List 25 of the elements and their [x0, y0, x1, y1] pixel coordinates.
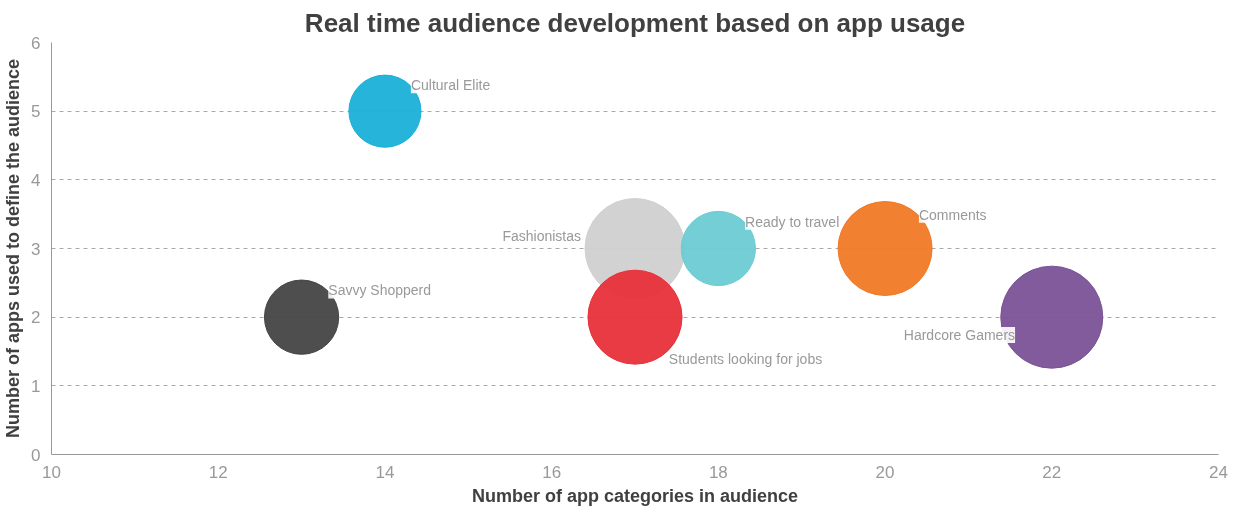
x-tick-label: 18: [708, 462, 728, 482]
y-tick-label: 4: [31, 170, 41, 190]
series-label: Ready to travel: [745, 213, 840, 230]
series-label: Fashionistas: [502, 228, 582, 245]
x-tick-label: 22: [1042, 462, 1062, 482]
series-label: Cultural Elite: [410, 77, 491, 94]
y-tick-label: 0: [31, 445, 41, 465]
chart-title: Real time audience development based on app usage: [304, 7, 966, 38]
y-axis-title: Number of apps used to define the audience: [3, 58, 24, 439]
series-label: Hardcore Gamers: [903, 327, 1016, 344]
y-tick-label: 1: [31, 376, 41, 396]
series-label: Comments: [918, 206, 987, 223]
y-tick-label: 2: [31, 308, 41, 328]
x-tick-label: 10: [42, 462, 61, 482]
x-tick-label: 12: [208, 462, 228, 482]
series-label: Students looking for jobs: [668, 351, 823, 368]
y-tick-label: 5: [31, 102, 41, 122]
x-axis-title: Number of app categories in audience: [471, 485, 799, 506]
x-tick-label: 24: [1209, 462, 1228, 482]
y-tick-label: 3: [31, 239, 41, 259]
x-tick-label: 16: [542, 462, 562, 482]
x-tick-label: 20: [875, 462, 895, 482]
x-tick-label: 14: [375, 462, 395, 482]
y-tick-label: 6: [31, 33, 41, 53]
series-label: Savvy Shopperd: [328, 282, 432, 299]
